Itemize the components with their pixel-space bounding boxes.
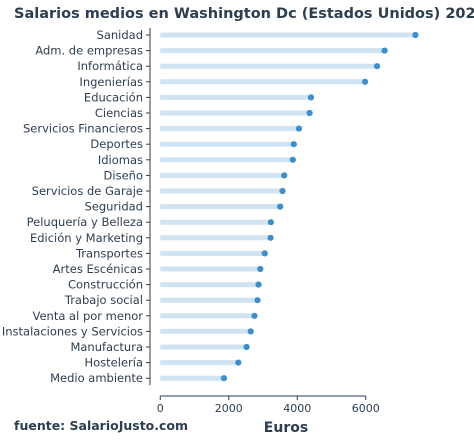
lollipop-dot — [295, 125, 303, 132]
category-label: Sanidad — [97, 28, 143, 42]
category-label: Medio ambiente — [50, 371, 143, 385]
category-label: Idiomas — [98, 153, 143, 167]
lollipop-dot — [235, 359, 242, 366]
lollipop-dot — [290, 141, 297, 148]
x-tick-label: 6000 — [352, 402, 380, 415]
category-label: Seguridad — [84, 200, 143, 214]
lollipop-dot — [267, 234, 274, 241]
lollipop-dot — [289, 156, 296, 163]
category-label: Adm. de empresas — [35, 44, 143, 58]
x-axis-label: Euros — [264, 420, 308, 436]
category-label: Informática — [77, 59, 143, 73]
lollipop-dot — [247, 328, 254, 335]
lollipop-dot — [277, 203, 284, 210]
lollipop-dot — [267, 219, 275, 226]
chart-title: Salarios medios en Washington Dc (Estado… — [14, 6, 474, 22]
category-label: Servicios de Garaje — [32, 184, 143, 198]
x-tick-label: 0 — [157, 402, 164, 415]
lollipop-dot — [412, 31, 419, 39]
lollipop-dot — [306, 109, 313, 117]
lollipop-dot — [279, 187, 286, 195]
lollipop-dot — [220, 375, 228, 382]
lollipop-dot — [243, 343, 250, 351]
category-label: Peluquería y Belleza — [27, 215, 143, 229]
category-label: Ingenierías — [79, 75, 143, 89]
category-label: Venta al por menor — [33, 309, 144, 323]
category-label: Ciencias — [95, 106, 143, 120]
category-label: Servicios Financieros — [23, 122, 143, 136]
x-tick-label: 4000 — [283, 402, 311, 415]
category-label: Construcción — [68, 278, 143, 292]
category-label: Artes Escénicas — [53, 262, 143, 276]
lollipop-dot — [255, 281, 262, 288]
lollipop-dot — [361, 78, 369, 85]
lollipop-dot — [381, 47, 388, 54]
lollipop-dot — [257, 265, 264, 273]
x-tick-label: 2000 — [215, 402, 243, 415]
category-label: Edición y Marketing — [30, 231, 143, 245]
category-label: Transportes — [75, 246, 143, 260]
category-label: Manufactura — [70, 340, 143, 354]
lollipop-dot — [373, 63, 381, 70]
category-label: Instalaciones y Servicios — [2, 324, 143, 338]
category-label: Trabajo social — [64, 293, 143, 307]
category-label: Hostelería — [85, 356, 144, 370]
source-caption: fuente: SalarioJusto.com — [14, 418, 188, 433]
lollipop-dot — [261, 250, 268, 257]
lollipop-dot — [251, 312, 258, 319]
lollipop-dot — [281, 172, 288, 179]
category-label: Diseño — [104, 168, 143, 182]
category-label: Educación — [84, 90, 143, 104]
lollipop-dot — [254, 297, 261, 304]
category-label: Deportes — [90, 137, 143, 151]
lollipop-dot — [307, 94, 315, 101]
